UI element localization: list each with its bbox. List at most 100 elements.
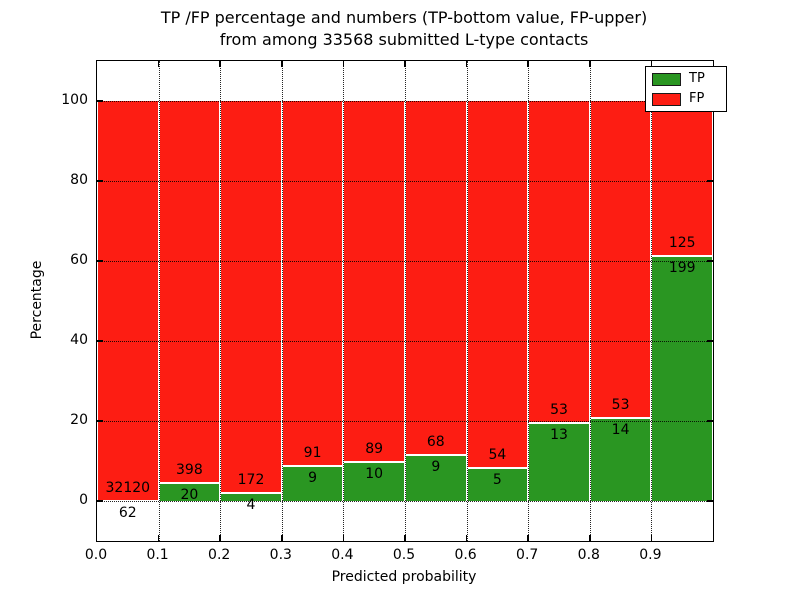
fp-bar-segment bbox=[466, 101, 529, 468]
fp-bar-segment bbox=[589, 101, 652, 418]
fp-count-label: 53 bbox=[611, 397, 630, 414]
tp-bar-segment bbox=[651, 255, 713, 501]
tp-count-label: 9 bbox=[308, 470, 318, 486]
y-tick-mark-right bbox=[707, 500, 713, 502]
horizontal-gridline bbox=[97, 421, 713, 422]
legend-label: TP bbox=[689, 71, 705, 86]
tp-color-swatch bbox=[652, 72, 681, 86]
x-tick-label: 0.5 bbox=[392, 547, 416, 563]
x-tick-mark-top bbox=[527, 61, 529, 67]
tp-bar-segment bbox=[343, 460, 405, 501]
vertical-gridline bbox=[220, 61, 222, 541]
horizontal-gridline bbox=[97, 501, 713, 502]
horizontal-gridline bbox=[97, 341, 713, 342]
x-tick-mark-bottom bbox=[465, 535, 468, 541]
x-tick-label: 0.9 bbox=[639, 547, 662, 563]
tp-bar-segment bbox=[466, 467, 529, 501]
tp-bar-segment bbox=[281, 465, 344, 501]
fp-bar-segment bbox=[405, 101, 467, 455]
tp-count-label: 13 bbox=[550, 427, 568, 444]
vertical-gridline bbox=[589, 61, 591, 541]
fp-count-label: 91 bbox=[303, 445, 322, 461]
y-tick-label: 60 bbox=[70, 252, 88, 268]
x-tick-label: 0.0 bbox=[84, 547, 108, 563]
x-tick-mark-bottom bbox=[650, 535, 653, 541]
x-tick-label: 0.6 bbox=[454, 547, 477, 563]
horizontal-gridline bbox=[97, 261, 713, 262]
x-tick-mark-top bbox=[465, 61, 468, 67]
x-tick-mark-top bbox=[589, 61, 591, 67]
fp-count-label: 68 bbox=[426, 434, 445, 451]
fp-bar-segment bbox=[220, 101, 282, 492]
vertical-gridline bbox=[158, 61, 160, 541]
x-tick-mark-top bbox=[650, 61, 653, 67]
legend-item-tp: TP bbox=[652, 72, 720, 86]
x-tick-mark-bottom bbox=[281, 535, 283, 541]
y-tick-mark-right bbox=[707, 420, 713, 422]
chart-title: TP /FP percentage and numbers (TP-bottom… bbox=[96, 7, 712, 51]
fp-bar-segment bbox=[158, 101, 221, 482]
y-tick-mark-left bbox=[97, 100, 103, 102]
fp-count-label: 398 bbox=[176, 461, 203, 478]
vertical-gridline bbox=[281, 61, 283, 541]
fp-bar-segment bbox=[97, 101, 159, 501]
fp-count-label: 53 bbox=[550, 402, 568, 419]
tp-count-label: 5 bbox=[492, 472, 502, 489]
fp-count-label: 172 bbox=[237, 471, 265, 488]
vertical-gridline bbox=[405, 61, 406, 541]
plot-area: 32120 62 398 20 172 4 91 9 89 10 68 9 54 5 53 13 53 14 125… bbox=[96, 60, 727, 542]
fp-bar-segment bbox=[281, 101, 344, 465]
horizontal-gridline bbox=[97, 101, 713, 102]
y-tick-mark-right bbox=[707, 260, 713, 262]
legend-item-fp: FP bbox=[652, 92, 720, 106]
y-tick-mark-left bbox=[97, 340, 103, 342]
legend: TP FP bbox=[645, 66, 727, 112]
x-tick-label: 0.8 bbox=[577, 547, 600, 563]
tp-count-label: 20 bbox=[180, 486, 199, 503]
y-tick-mark-left bbox=[97, 420, 103, 422]
x-tick-label: 0.4 bbox=[331, 547, 354, 563]
tp-count-label: 4 bbox=[246, 496, 256, 513]
x-tick-mark-bottom bbox=[527, 535, 529, 541]
tp-count-label: 62 bbox=[118, 505, 137, 522]
chart-title-line2: from among 33568 submitted L-type contac… bbox=[219, 30, 589, 49]
tp-count-label: 199 bbox=[668, 260, 696, 277]
y-tick-mark-right bbox=[707, 180, 713, 182]
x-tick-label: 0.3 bbox=[269, 547, 292, 563]
x-tick-mark-bottom bbox=[589, 535, 591, 541]
fp-bar-segment bbox=[343, 101, 405, 461]
x-tick-mark-bottom bbox=[157, 535, 160, 541]
y-tick-mark-left bbox=[97, 180, 103, 182]
vertical-gridline bbox=[466, 61, 468, 541]
x-tick-mark-top bbox=[281, 61, 283, 67]
x-tick-mark-bottom bbox=[404, 535, 406, 541]
y-tick-mark-right bbox=[707, 340, 713, 342]
x-tick-mark-top bbox=[404, 61, 406, 67]
y-tick-label: 80 bbox=[70, 172, 88, 188]
x-tick-mark-top bbox=[342, 61, 345, 67]
x-tick-label: 0.1 bbox=[146, 547, 169, 563]
x-tick-mark-top bbox=[157, 61, 160, 67]
tp-count-label: 10 bbox=[365, 465, 384, 482]
x-tick-mark-top bbox=[219, 61, 221, 67]
x-tick-mark-bottom bbox=[219, 535, 221, 541]
y-tick-label: 20 bbox=[70, 412, 88, 428]
x-tick-label: 0.2 bbox=[208, 547, 231, 563]
fp-bar-segment bbox=[651, 101, 713, 256]
fp-count-label: 54 bbox=[488, 447, 507, 464]
fp-count-label: 125 bbox=[668, 235, 696, 252]
y-tick-label: 0 bbox=[79, 492, 88, 508]
chart-title-line1: TP /FP percentage and numbers (TP-bottom… bbox=[160, 8, 648, 27]
tp-count-label: 9 bbox=[431, 459, 441, 476]
x-axis-label: Predicted probability bbox=[331, 569, 477, 585]
fp-count-label: 32120 bbox=[105, 480, 151, 497]
tp-count-label: 14 bbox=[611, 422, 630, 439]
fp-color-swatch bbox=[652, 92, 681, 106]
vertical-gridline bbox=[343, 61, 345, 541]
tp-bar-segment bbox=[589, 417, 652, 501]
x-tick-mark-bottom bbox=[342, 535, 345, 541]
legend-label: FP bbox=[689, 91, 705, 106]
horizontal-gridline bbox=[97, 181, 713, 182]
vertical-gridline bbox=[528, 61, 530, 541]
